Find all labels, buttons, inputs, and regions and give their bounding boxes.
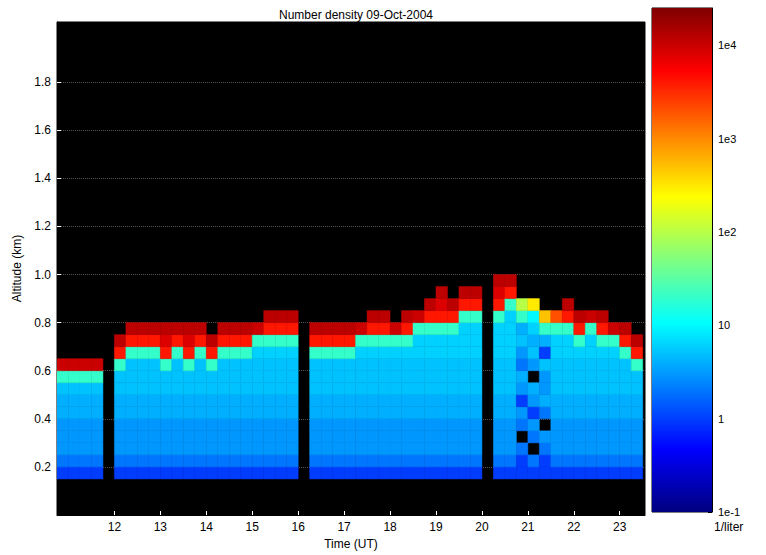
svg-text:20: 20 [475, 520, 489, 534]
svg-text:1e-1: 1e-1 [718, 506, 740, 518]
svg-text:12: 12 [108, 520, 122, 534]
svg-text:1e4: 1e4 [718, 39, 736, 51]
svg-text:1.2: 1.2 [34, 219, 51, 233]
svg-text:22: 22 [567, 520, 581, 534]
svg-text:1.0: 1.0 [34, 268, 51, 282]
svg-text:Number density 09-Oct-2004: Number density 09-Oct-2004 [279, 8, 433, 22]
svg-text:1/liter: 1/liter [714, 520, 743, 534]
svg-text:23: 23 [613, 520, 627, 534]
svg-text:1: 1 [718, 413, 724, 425]
svg-text:0.6: 0.6 [34, 364, 51, 378]
svg-text:0.2: 0.2 [34, 460, 51, 474]
svg-text:14: 14 [200, 520, 214, 534]
svg-text:21: 21 [521, 520, 535, 534]
svg-text:Time (UT): Time (UT) [324, 537, 378, 551]
svg-text:17: 17 [337, 520, 351, 534]
svg-text:1e2: 1e2 [718, 226, 736, 238]
svg-text:16: 16 [291, 520, 305, 534]
svg-text:10: 10 [718, 319, 730, 331]
svg-text:1e3: 1e3 [718, 133, 736, 145]
svg-text:15: 15 [246, 520, 260, 534]
svg-text:0.8: 0.8 [34, 316, 51, 330]
svg-text:1.8: 1.8 [34, 75, 51, 89]
svg-text:1.4: 1.4 [34, 171, 51, 185]
svg-text:13: 13 [154, 520, 168, 534]
svg-text:0.4: 0.4 [34, 412, 51, 426]
svg-text:19: 19 [429, 520, 443, 534]
svg-text:1.6: 1.6 [34, 123, 51, 137]
svg-text:18: 18 [383, 520, 397, 534]
svg-text:Altitude (km): Altitude (km) [10, 235, 24, 302]
